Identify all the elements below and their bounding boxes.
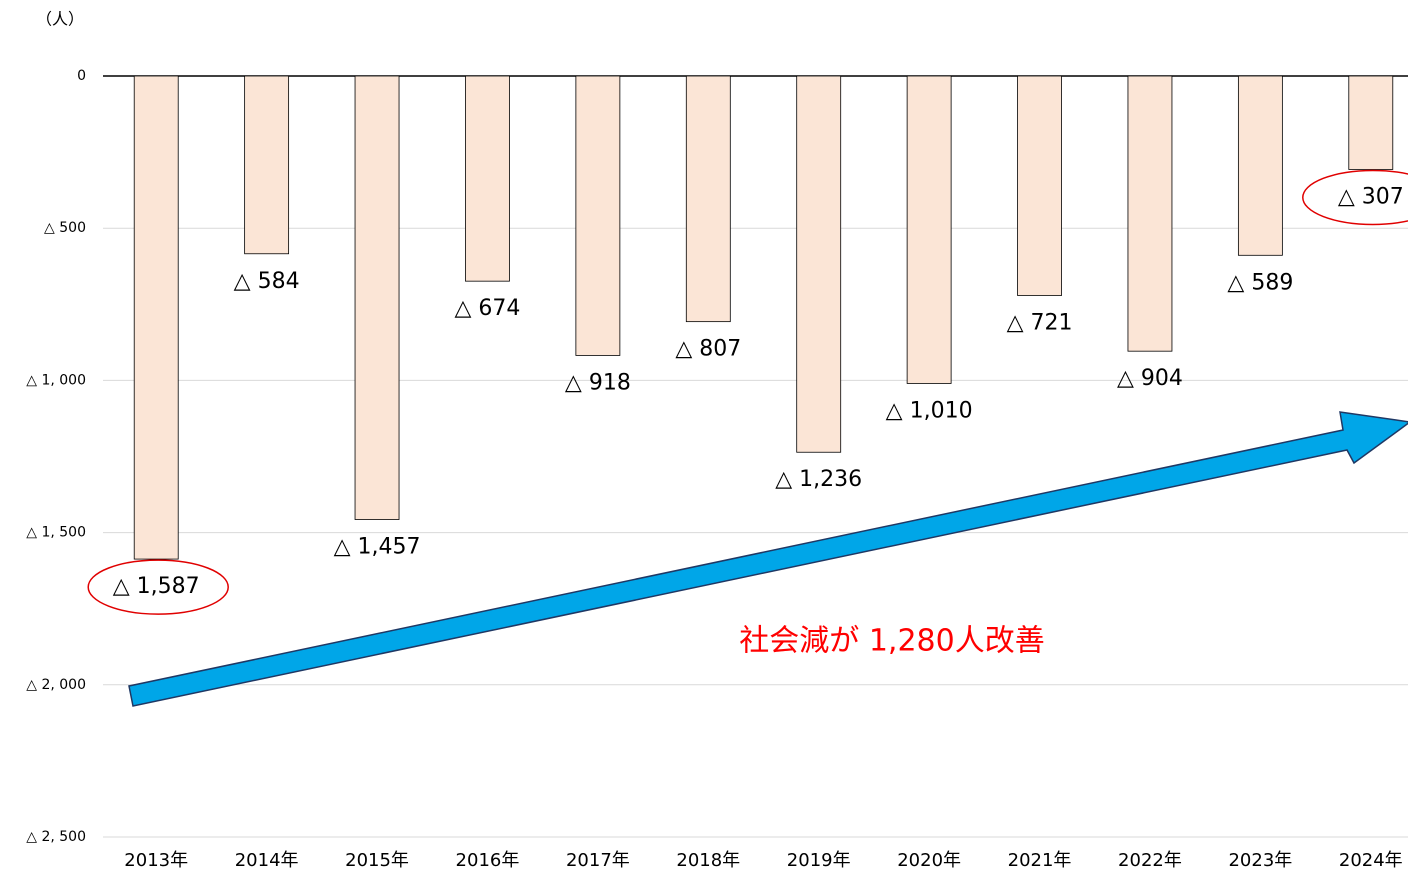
- bar: [906, 75, 952, 384]
- bar: [354, 75, 400, 520]
- value-label: △ 904: [1117, 366, 1183, 391]
- y-tick-label: △ 1, 500: [26, 525, 86, 541]
- trend-arrow: [128, 411, 1408, 707]
- bar: [1348, 75, 1394, 170]
- x-tick-label: 2014年: [235, 850, 299, 871]
- y-tick-label: △ 2, 000: [26, 677, 86, 693]
- x-tick-label: 2022年: [1118, 850, 1182, 871]
- x-tick-label: 2021年: [1008, 850, 1072, 871]
- bar: [685, 75, 731, 323]
- y-tick-label: 0: [77, 68, 86, 84]
- x-tick-label: 2018年: [676, 850, 740, 871]
- value-label: △ 674: [455, 296, 521, 321]
- x-tick-label: 2017年: [566, 850, 630, 871]
- value-label: △ 721: [1007, 310, 1073, 335]
- bar: [1017, 75, 1062, 296]
- annotation: 社会減が 1,280人改善: [739, 624, 1044, 659]
- highlight-ellipse: [1302, 169, 1408, 226]
- value-label: △ 1,236: [775, 467, 862, 492]
- value-label: △ 589: [1227, 270, 1293, 295]
- value-label: △ 918: [565, 370, 631, 395]
- value-label: △ 1,587: [113, 574, 200, 599]
- bar: [133, 75, 179, 560]
- bar: [1237, 75, 1283, 256]
- bar: [796, 75, 842, 453]
- y-tick-label: △ 2, 500: [26, 829, 86, 845]
- bar: [244, 75, 290, 255]
- x-tick-label: 2015年: [345, 850, 409, 871]
- value-label: △ 584: [234, 269, 300, 294]
- x-tick-label: 2023年: [1228, 850, 1292, 871]
- value-label: △ 1,457: [334, 535, 421, 560]
- bar: [575, 75, 621, 356]
- x-tick-label: 2019年: [787, 850, 851, 871]
- value-label: △ 307: [1338, 184, 1404, 209]
- x-tick-label: 2013年: [124, 850, 188, 871]
- bar: [1127, 75, 1173, 352]
- x-tick-label: 2016年: [456, 850, 520, 871]
- x-tick-label: 2024年: [1339, 850, 1403, 871]
- value-label: △ 807: [675, 337, 741, 362]
- highlight-ellipse: [87, 559, 229, 615]
- y-tick-label: △ 1, 000: [26, 372, 86, 388]
- y-tick-label: △ 500: [44, 220, 86, 236]
- y-axis-label: （人）: [36, 10, 84, 29]
- x-tick-label: 2020年: [897, 850, 961, 871]
- value-label: △ 1,010: [886, 398, 973, 423]
- bar: [465, 75, 510, 282]
